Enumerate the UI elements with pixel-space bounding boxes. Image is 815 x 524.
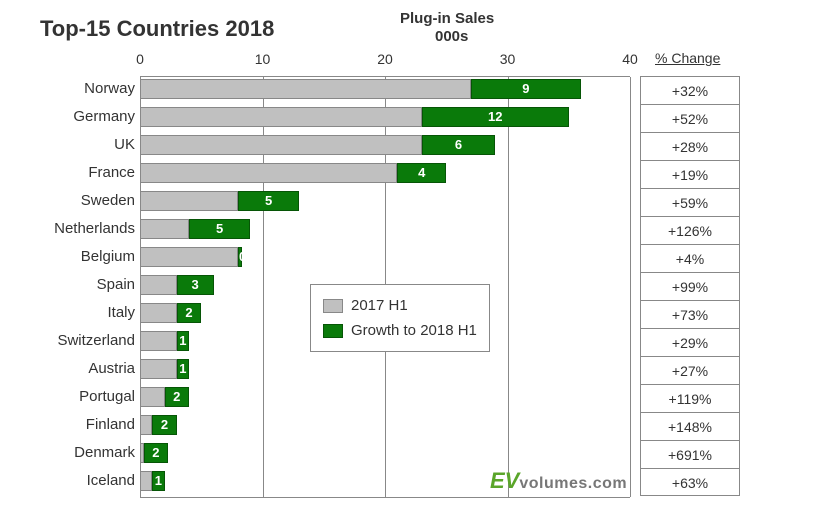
bar-growth: 2 [152,415,177,435]
logo-ev: EV [490,468,519,493]
legend-label: Growth to 2018 H1 [351,322,477,339]
x-tick-label: 20 [377,51,393,67]
bar-growth: 12 [422,107,569,127]
bar-row: Netherlands5 [140,217,630,245]
bar-growth: 2 [165,387,190,407]
change-cell: +73% [641,301,739,329]
x-tick-label: 0 [136,51,144,67]
bar-growth: 5 [238,191,299,211]
legend-label: 2017 H1 [351,297,408,314]
legend-swatch [323,324,343,338]
country-label: Sweden [35,192,135,209]
legend: 2017 H1 Growth to 2018 H1 [310,284,490,352]
bar-2017h1 [140,79,471,99]
chart-title: Top-15 Countries 2018 [40,16,274,42]
logo-rest: volumes.com [519,475,627,492]
bar-2017h1 [140,275,177,295]
bar-row: Austria1 [140,357,630,385]
bar-growth: 5 [189,219,250,239]
country-label: Italy [35,304,135,321]
bar-row: Denmark2 [140,441,630,469]
country-label: Finland [35,416,135,433]
country-label: Austria [35,360,135,377]
bar-growth: 1 [177,359,189,379]
country-label: UK [35,136,135,153]
chart-container: Top-15 Countries 2018 Plug-in Sales 000s… [40,10,800,510]
country-label: Belgium [35,248,135,265]
bar-growth: 9 [471,79,581,99]
bar-row: Finland2 [140,413,630,441]
x-tick-label: 30 [500,51,516,67]
change-cell: +99% [641,273,739,301]
bar-growth: 3 [177,275,214,295]
axis-title-line2: 000s [435,28,468,45]
bar-growth: 1 [152,471,164,491]
bar-growth: 6 [422,135,496,155]
bar-growth: 1 [177,331,189,351]
legend-item: 2017 H1 [323,293,477,318]
x-tick-label: 10 [255,51,271,67]
bar-growth: 2 [177,303,202,323]
axis-title-line1: Plug-in Sales [400,10,494,27]
change-cell: +126% [641,217,739,245]
bar-row: France4 [140,161,630,189]
bar-2017h1 [140,331,177,351]
gridline [630,77,631,497]
bar-row: Belgium0 [140,245,630,273]
change-column-header: % Change [655,50,720,66]
change-column: +32%+52%+28%+19%+59%+126%+4%+99%+73%+29%… [640,76,740,496]
bar-growth: 0 [238,247,242,267]
country-label: Netherlands [35,220,135,237]
bar-2017h1 [140,191,238,211]
change-cell: +691% [641,441,739,469]
country-label: Portugal [35,388,135,405]
x-tick-label: 40 [622,51,638,67]
legend-swatch [323,299,343,313]
bar-growth: 4 [397,163,446,183]
change-cell: +52% [641,105,739,133]
bar-2017h1 [140,387,165,407]
bar-2017h1 [140,415,152,435]
source-logo: EVvolumes.com [490,468,627,494]
legend-item: Growth to 2018 H1 [323,318,477,343]
bar-row: Norway9 [140,77,630,105]
country-label: Iceland [35,472,135,489]
bar-2017h1 [140,471,152,491]
bar-2017h1 [140,107,422,127]
change-cell: +29% [641,329,739,357]
change-cell: +27% [641,357,739,385]
country-label: France [35,164,135,181]
bar-2017h1 [140,247,238,267]
bar-row: Portugal2 [140,385,630,413]
change-cell: +4% [641,245,739,273]
change-cell: +148% [641,413,739,441]
bar-2017h1 [140,359,177,379]
change-cell: +28% [641,133,739,161]
bar-2017h1 [140,163,397,183]
country-label: Spain [35,276,135,293]
bar-2017h1 [140,303,177,323]
bar-row: UK6 [140,133,630,161]
change-cell: +63% [641,469,739,497]
bar-row: Sweden5 [140,189,630,217]
bar-growth: 2 [144,443,169,463]
bar-2017h1 [140,135,422,155]
country-label: Switzerland [35,332,135,349]
bar-row: Germany12 [140,105,630,133]
country-label: Germany [35,108,135,125]
change-cell: +59% [641,189,739,217]
country-label: Norway [35,80,135,97]
bar-2017h1 [140,219,189,239]
country-label: Denmark [35,444,135,461]
change-cell: +32% [641,77,739,105]
change-cell: +119% [641,385,739,413]
change-cell: +19% [641,161,739,189]
